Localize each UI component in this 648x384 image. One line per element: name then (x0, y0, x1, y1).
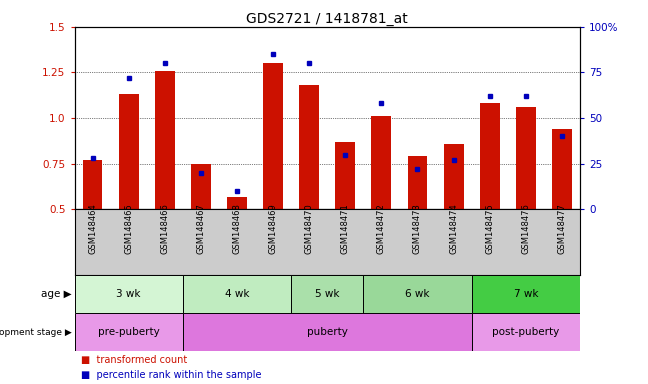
Bar (552, 129, 572, 209)
Text: ■  transformed count: ■ transformed count (81, 355, 187, 365)
Bar (83, 160, 102, 209)
Bar (472, 275, 580, 313)
Text: post-puberty: post-puberty (492, 327, 559, 337)
Text: age ▶: age ▶ (41, 289, 71, 299)
Bar (155, 71, 175, 209)
Text: 6 wk: 6 wk (405, 289, 430, 299)
Text: 5 wk: 5 wk (315, 289, 340, 299)
Bar (364, 275, 472, 313)
Bar (75, 313, 183, 351)
Text: development stage ▶: development stage ▶ (0, 328, 71, 337)
Bar (516, 107, 536, 209)
Bar (75, 275, 183, 313)
Text: puberty: puberty (307, 327, 348, 337)
Bar (336, 142, 355, 209)
Text: 4 wk: 4 wk (225, 289, 249, 299)
Text: 3 wk: 3 wk (117, 289, 141, 299)
Text: pre-puberty: pre-puberty (98, 327, 159, 337)
Bar (191, 164, 211, 209)
Bar (291, 275, 364, 313)
Text: ■  percentile rank within the sample: ■ percentile rank within the sample (81, 370, 262, 381)
Bar (444, 144, 463, 209)
Title: GDS2721 / 1418781_at: GDS2721 / 1418781_at (246, 12, 408, 26)
Bar (371, 116, 391, 209)
Bar (227, 197, 247, 209)
Bar (408, 156, 428, 209)
Bar (472, 313, 580, 351)
Bar (263, 63, 283, 209)
Bar (183, 275, 291, 313)
Bar (299, 85, 319, 209)
Bar (480, 104, 500, 209)
Bar (183, 313, 472, 351)
Bar (119, 94, 139, 209)
Text: 7 wk: 7 wk (514, 289, 538, 299)
